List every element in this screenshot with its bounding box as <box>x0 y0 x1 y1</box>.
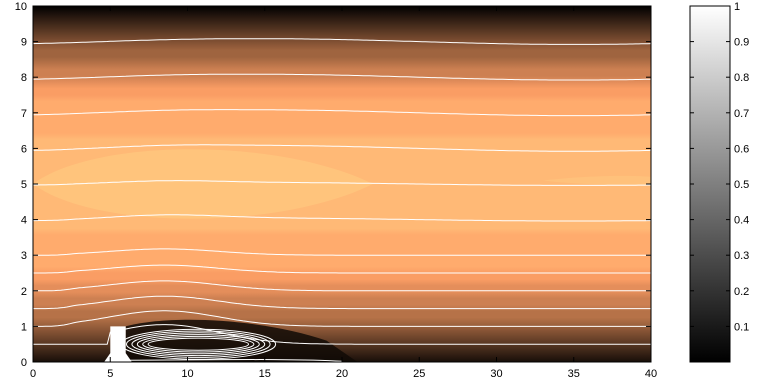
colorbar: 0.1 0.2 0.3 0.4 0.5 0.6 0.7 0.8 0.9 1 <box>689 1 749 363</box>
colorbar-tick-label: 0.5 <box>734 179 749 191</box>
eddy-loop <box>136 334 260 355</box>
eddy-loop <box>147 337 250 351</box>
x-tick-label: 0 <box>30 368 36 380</box>
y-tick-label: 0 <box>21 357 27 369</box>
streamline <box>33 280 651 292</box>
x-tick-label: 30 <box>490 368 502 380</box>
y-tick-label: 10 <box>15 1 27 13</box>
streamline <box>33 248 651 256</box>
x-tick-label: 20 <box>336 368 348 380</box>
recirculation-zone <box>120 328 277 360</box>
colorbar-tick-label: 0.2 <box>734 286 749 298</box>
eddy-loop <box>142 335 255 353</box>
streamline <box>33 214 651 222</box>
streamline <box>33 109 651 117</box>
core-bulge <box>33 149 373 219</box>
streamline <box>33 180 651 186</box>
colorbar-tick-label: 0.3 <box>734 250 749 262</box>
eddy-loop <box>131 332 266 357</box>
colorbar-tick-label: 0.9 <box>734 37 749 49</box>
streamlines <box>33 38 651 362</box>
y-tick-label: 1 <box>21 321 27 333</box>
x-tick-label: 35 <box>568 368 580 380</box>
y-tick-label: 3 <box>21 250 27 262</box>
y-tick-label: 6 <box>21 143 27 155</box>
colorbar-tick-label: 0.6 <box>734 143 749 155</box>
colorbar-tick-label: 0.7 <box>734 108 749 120</box>
streamline <box>33 264 651 274</box>
y-axis: 0 1 2 3 4 5 6 7 8 9 10 <box>15 1 651 369</box>
streamline <box>33 324 651 345</box>
x-tick-label: 15 <box>259 368 271 380</box>
streamline <box>33 310 651 327</box>
colorbar-ticks: 0.1 0.2 0.3 0.4 0.5 0.6 0.7 0.8 0.9 1 <box>690 1 749 333</box>
x-tick-label: 5 <box>107 368 113 380</box>
reattachment-streamline <box>125 359 343 362</box>
colorbar-tick-label: 0.8 <box>734 72 749 84</box>
y-tick-label: 5 <box>21 179 27 191</box>
colorbar-tick-label: 0.1 <box>734 321 749 333</box>
y-tick-label: 9 <box>21 37 27 49</box>
streamline <box>33 295 651 310</box>
obstacle-block <box>104 326 132 362</box>
x-tick-label: 10 <box>181 368 193 380</box>
y-tick-label: 2 <box>21 286 27 298</box>
streamline <box>33 144 651 152</box>
colorbar-tick-label: 0.4 <box>734 215 749 227</box>
x-tick-label: 25 <box>413 368 425 380</box>
x-tick-label: 40 <box>645 368 657 380</box>
x-axis: 0 5 10 15 20 25 30 35 40 <box>30 6 657 380</box>
y-tick-label: 8 <box>21 72 27 84</box>
colorbar-gradient <box>689 5 731 363</box>
streamline <box>33 73 651 81</box>
streamline <box>33 38 651 45</box>
colorbar-tick-label: 1 <box>734 1 740 13</box>
plot-area <box>32 5 652 363</box>
y-tick-label: 7 <box>21 108 27 120</box>
downstream-bulge <box>542 175 651 186</box>
y-tick-label: 4 <box>21 215 27 227</box>
eddy-loop <box>126 330 271 358</box>
